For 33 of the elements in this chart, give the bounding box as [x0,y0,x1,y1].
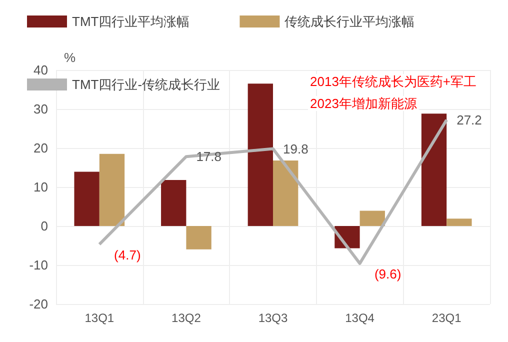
x-tick-label: 13Q4 [345,311,375,325]
data-label: 17.8 [196,149,222,164]
x-tick-label: 23Q1 [432,311,462,325]
annotation: 2013年传统成长为医药+军工 [310,74,477,89]
bar [99,154,125,226]
bar [421,114,447,226]
y-tick-label: -20 [29,296,48,312]
legend-label: TMT四行业-传统成长行业 [72,77,220,92]
bar [273,160,298,226]
y-tick-label: -10 [29,258,48,272]
bar [446,218,472,226]
bar [161,180,186,226]
x-tick-label: 13Q2 [172,311,202,325]
x-tick-label: 13Q1 [84,311,114,325]
line-series [98,118,448,265]
y-tick-label: 30 [34,102,48,116]
legend-label: TMT四行业平均涨幅 [72,14,190,29]
data-label: (4.7) [114,247,141,262]
y-tick-label: 10 [34,180,48,194]
y-tick-label: 40 [34,62,48,78]
x-tick-label: 13Q3 [258,311,288,325]
bar [360,210,385,226]
bar [74,172,100,226]
data-label: 27.2 [456,112,482,128]
y-tick-label: 0 [40,218,48,234]
data-label: 19.8 [283,141,308,156]
annotation: 2023年增加新能源 [310,96,417,111]
y-tick-label: 20 [34,140,48,156]
y-axis-title: % [64,50,76,65]
data-label: (9.6) [374,266,402,282]
bar [248,84,273,226]
legend-label: 传统成长行业平均涨幅 [284,14,415,29]
bar [186,226,212,250]
